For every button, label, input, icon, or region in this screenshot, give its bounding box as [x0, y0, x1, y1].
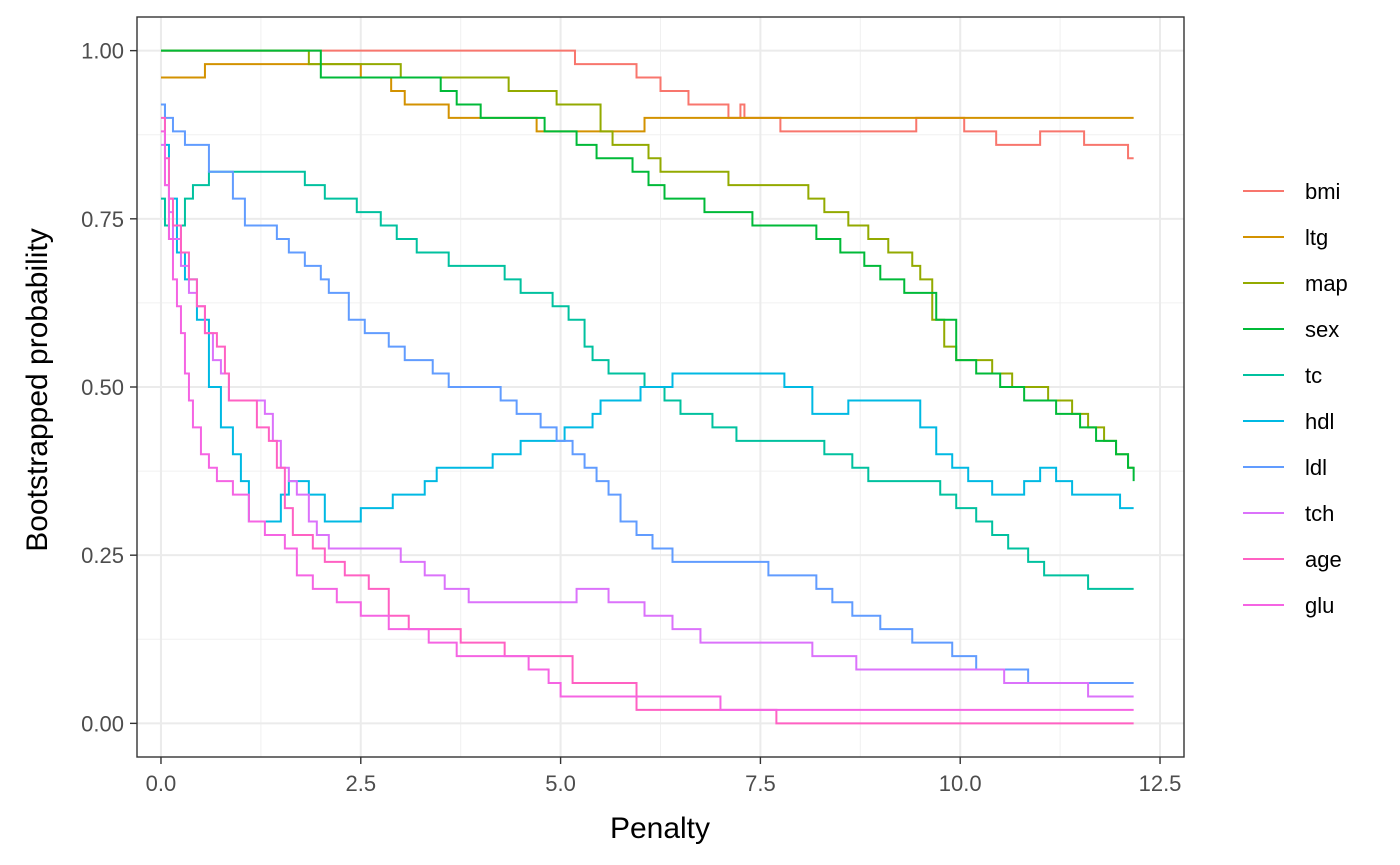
- x-tick-label: 2.5: [345, 771, 376, 796]
- legend-label-ldl: ldl: [1305, 455, 1327, 480]
- y-axis-title: Bootstrapped probability: [21, 228, 54, 552]
- legend-label-map: map: [1305, 271, 1348, 296]
- series-line-hdl: [160, 103, 1134, 523]
- legend-label-ltg: ltg: [1305, 225, 1328, 250]
- x-axis: 0.0 2.5 5.0 7.5 10.0 12.5: [146, 757, 1182, 796]
- y-tick-label: 0.00: [81, 711, 124, 736]
- x-tick-label: 10.0: [939, 771, 982, 796]
- legend-label-bmi: bmi: [1305, 179, 1340, 204]
- series-line-glu: [160, 130, 1134, 711]
- legend: bmi ltg map sex tc hdl ldl tch age glu: [1243, 179, 1348, 618]
- series-line-map: [160, 49, 1134, 469]
- legend-label-tc: tc: [1305, 363, 1322, 388]
- x-tick-label: 12.5: [1139, 771, 1182, 796]
- y-tick-label: 1.00: [81, 39, 124, 64]
- x-tick-label: 7.5: [745, 771, 776, 796]
- x-axis-title: Penalty: [610, 812, 710, 845]
- x-tick-label: 5.0: [545, 771, 576, 796]
- legend-label-tch: tch: [1305, 501, 1334, 526]
- series-line-ldl: [160, 103, 1134, 684]
- y-tick-label: 0.50: [81, 375, 124, 400]
- legend-label-glu: glu: [1305, 593, 1334, 618]
- y-axis: 0.00 0.25 0.50 0.75 1.00: [81, 39, 137, 736]
- y-tick-label: 0.25: [81, 543, 124, 568]
- legend-label-hdl: hdl: [1305, 409, 1334, 434]
- x-tick-label: 0.0: [146, 771, 177, 796]
- series-lines: [160, 49, 1135, 725]
- major-grid: [137, 17, 1184, 757]
- legend-label-age: age: [1305, 547, 1342, 572]
- y-tick-label: 0.75: [81, 207, 124, 232]
- series-line-tc: [160, 170, 1134, 590]
- legend-label-sex: sex: [1305, 317, 1339, 342]
- series-line-sex: [160, 49, 1135, 482]
